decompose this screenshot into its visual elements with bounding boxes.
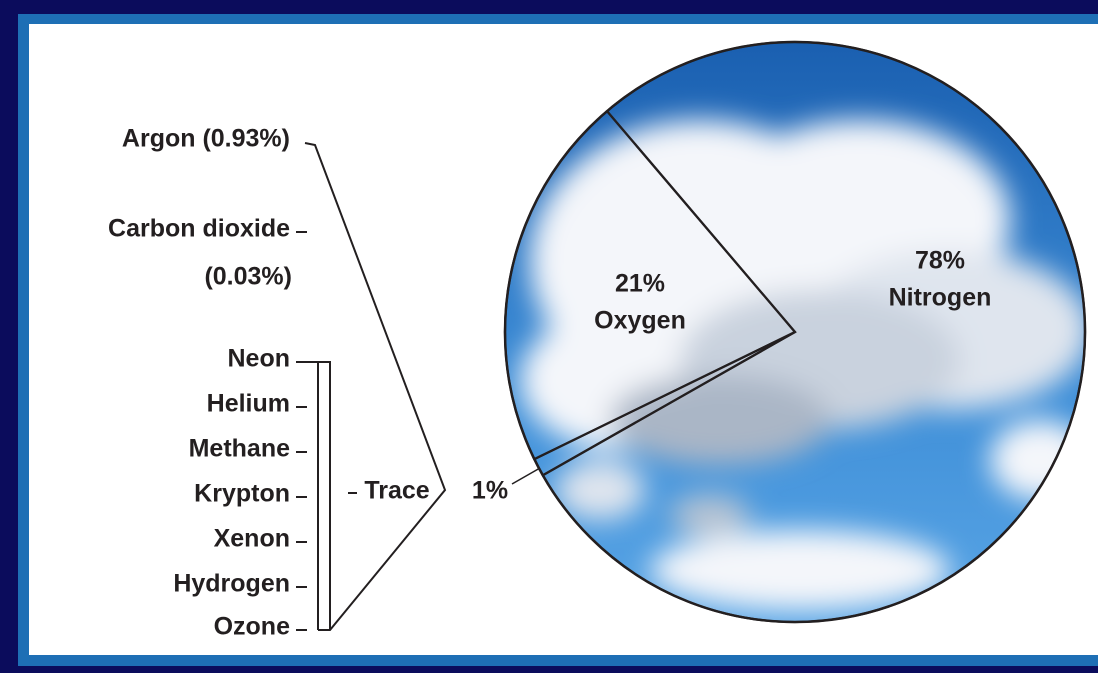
gas-label: Helium [207,390,290,418]
pie-slice [503,109,797,461]
value-label: 21% [615,270,665,298]
gas-label: Argon (0.93%) [122,125,290,153]
slice-label: Nitrogen [889,284,992,312]
bracket [304,142,447,631]
gas-label: Xenon [214,525,290,553]
gas-label: Krypton [194,480,290,508]
gas-label: (0.03%) [204,263,292,291]
gas-label: Hydrogen [173,570,290,598]
value-label: 78% [915,247,965,275]
gas-label: Methane [189,435,291,463]
gas-label: Neon [228,345,291,373]
value-label: 1% [472,477,508,505]
slice-label: Oxygen [594,307,686,335]
sky-photo [505,42,1085,622]
gas-label: Carbon dioxide [108,215,290,243]
gas-label: Ozone [214,613,290,641]
leader-line [511,467,541,485]
trace-label: Trace [364,477,429,505]
trace-bracket [305,361,331,630]
pie-slice [541,40,1087,624]
